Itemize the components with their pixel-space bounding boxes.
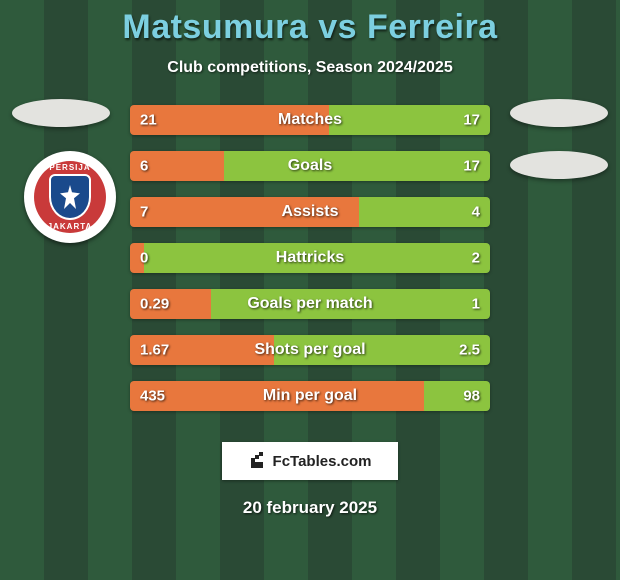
badge-text: PERSIJA	[49, 163, 90, 172]
stat-row: 1.67 2.5 Shots per goal	[130, 335, 490, 365]
stat-label: Min per goal	[263, 387, 357, 405]
right-player-ellipse-1	[510, 99, 608, 127]
stat-value-left: 0	[140, 250, 148, 267]
pitch-stripe	[484, 0, 528, 580]
subtitle: Club competitions, Season 2024/2025	[0, 59, 620, 77]
stat-value-left: 435	[140, 388, 165, 405]
pitch-stripe	[44, 0, 88, 580]
pitch-stripe	[0, 0, 44, 580]
stat-row: 6 17 Goals	[130, 151, 490, 181]
stat-row: 0 2 Hattricks	[130, 243, 490, 273]
stat-label: Matches	[278, 111, 342, 129]
stat-bar-right	[359, 197, 490, 227]
page-title: Matsumura vs Ferreira	[0, 0, 620, 47]
stat-value-right: 17	[463, 112, 480, 129]
pitch-stripe	[88, 0, 132, 580]
pitch-stripe	[572, 0, 616, 580]
stat-row: 21 17 Matches	[130, 105, 490, 135]
stat-value-left: 1.67	[140, 342, 169, 359]
badge-shield	[49, 174, 91, 220]
right-player-ellipse-2	[510, 151, 608, 179]
badge-text-bottom: JAKARTA	[48, 222, 93, 231]
stat-value-left: 7	[140, 204, 148, 221]
stat-bar-right	[224, 151, 490, 181]
stat-label: Hattricks	[276, 249, 344, 267]
left-player-ellipse	[12, 99, 110, 127]
pitch-stripe	[616, 0, 620, 580]
stat-value-left: 6	[140, 158, 148, 175]
stat-value-right: 2	[472, 250, 480, 267]
date-text: 20 february 2025	[0, 498, 620, 518]
stat-label: Shots per goal	[254, 341, 365, 359]
stat-value-left: 21	[140, 112, 157, 129]
stat-bars: 2117Matches617Goals74Assists02Hattricks0…	[130, 89, 490, 411]
stat-value-right: 1	[472, 296, 480, 313]
stat-value-right: 2.5	[459, 342, 480, 359]
fctables-logo-icon	[249, 452, 267, 470]
stat-row: 435 98 Min per goal	[130, 381, 490, 411]
stat-value-left: 0.29	[140, 296, 169, 313]
footer: FcTables.com	[0, 442, 620, 480]
brand-text: FcTables.com	[273, 453, 372, 470]
left-team-badge: PERSIJA JAKARTA	[24, 151, 116, 243]
stat-label: Goals per match	[247, 295, 372, 313]
badge-ring: PERSIJA JAKARTA	[34, 161, 106, 233]
brand-box: FcTables.com	[222, 442, 398, 480]
stat-value-right: 4	[472, 204, 480, 221]
stat-row: 7 4 Assists	[130, 197, 490, 227]
pitch-stripe	[528, 0, 572, 580]
stat-value-right: 98	[463, 388, 480, 405]
stat-row: 0.29 1 Goals per match	[130, 289, 490, 319]
stat-value-right: 17	[463, 158, 480, 175]
stat-label: Assists	[282, 203, 339, 221]
stat-label: Goals	[288, 157, 332, 175]
badge-monument-icon	[60, 185, 80, 209]
